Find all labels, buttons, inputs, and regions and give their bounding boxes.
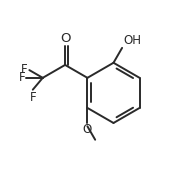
- Text: F: F: [21, 63, 28, 76]
- Text: OH: OH: [123, 34, 141, 47]
- Text: F: F: [29, 90, 36, 104]
- Text: O: O: [60, 32, 70, 45]
- Text: O: O: [83, 123, 92, 136]
- Text: F: F: [19, 71, 25, 84]
